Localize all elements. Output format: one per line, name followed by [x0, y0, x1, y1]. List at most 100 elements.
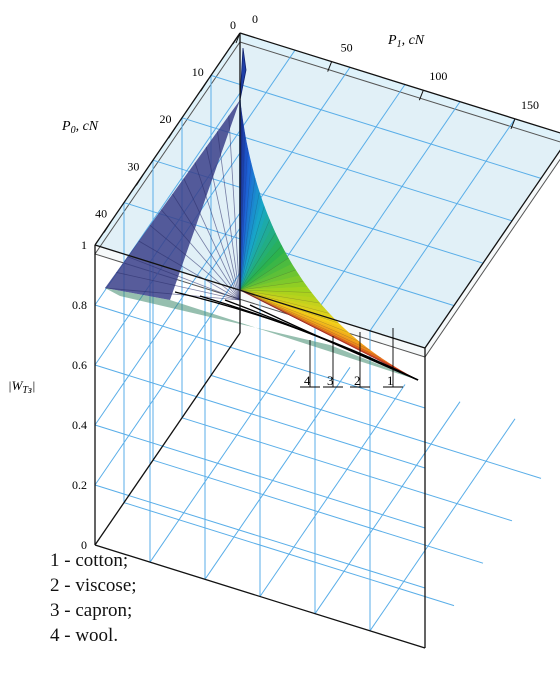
surface-mesh — [239, 289, 359, 342]
x-tick-mark — [418, 90, 424, 101]
y-tick-mark — [103, 221, 112, 233]
surface-mesh — [239, 289, 394, 367]
surface-mesh — [239, 269, 296, 291]
x-tick-mark — [327, 61, 333, 72]
surface-mesh — [239, 289, 329, 314]
grid-line — [369, 418, 516, 632]
curve-label: 4 — [304, 373, 311, 388]
grid-line — [94, 424, 426, 529]
surface-mesh — [239, 289, 406, 374]
curve-label: 2 — [354, 373, 361, 388]
material-curve — [249, 304, 419, 381]
surface-mesh — [239, 289, 370, 351]
grid-line — [94, 304, 426, 409]
box-edge — [94, 244, 426, 349]
grid-line — [181, 417, 513, 522]
x-tick-label: 50 — [341, 41, 353, 55]
y-tick-label: 10 — [192, 65, 204, 79]
surface-mesh — [239, 245, 282, 291]
y-tick-mark — [168, 126, 176, 139]
x-tick-label: 0 — [252, 12, 258, 26]
surface-mesh — [239, 257, 289, 291]
x-tick-mark — [510, 118, 516, 130]
z-tick-label: 0.2 — [72, 478, 87, 492]
surface-stripe — [138, 240, 241, 301]
surface-mesh — [239, 289, 320, 304]
surface-stripe — [116, 271, 241, 301]
surface-stripe — [172, 193, 241, 301]
grid-line — [314, 401, 461, 614]
z-tick-label: 0.6 — [72, 358, 87, 372]
surface-mesh — [239, 206, 265, 291]
box-edges — [94, 32, 560, 649]
surface-stripe — [217, 131, 241, 301]
surface-mesh — [239, 148, 248, 291]
surface-mesh — [239, 289, 419, 381]
grid-line — [204, 367, 351, 580]
box-edge — [94, 544, 426, 649]
surface-mesh — [239, 163, 252, 291]
grid-line — [123, 502, 455, 607]
y-tick-mark — [135, 174, 144, 186]
surface — [104, 47, 419, 381]
grid-line — [204, 67, 351, 280]
grid-line — [94, 364, 426, 469]
box-edge — [94, 332, 241, 546]
translucent-planes — [94, 33, 560, 358]
surface-mesh — [239, 289, 382, 359]
y-tick-mark — [200, 79, 209, 92]
z-tick-label: 0.8 — [72, 298, 87, 312]
grid-line — [210, 74, 542, 179]
legend-item-cotton: 1 - cotton; — [50, 550, 129, 571]
grid-line — [210, 374, 542, 479]
surface-sheet — [105, 288, 418, 380]
z-tick-label: 0 — [81, 538, 87, 552]
material-curve-labels: 4 3 2 1 — [300, 328, 403, 388]
x-axis-label: P1, cN — [387, 33, 425, 50]
grid-line — [94, 272, 241, 486]
surface-mesh — [239, 281, 304, 291]
y-tick-mark — [232, 32, 241, 45]
surface-stripe — [228, 115, 241, 301]
z-tick-label: 1 — [81, 238, 87, 252]
grid-line — [314, 101, 461, 314]
tick-labels: 0 50 100 150 0 10 20 30 40 0 0.2 0.4 0.6 0.8 1 — [72, 12, 539, 552]
box-edge — [94, 32, 241, 246]
legend-item-viscose: 2 - viscose; — [50, 575, 137, 596]
y-axis-label: P0, cN — [61, 119, 99, 136]
surface-mesh — [239, 289, 312, 293]
box-edge — [424, 149, 560, 349]
z-tick-label: 0.4 — [72, 418, 87, 432]
surface-stripe — [205, 146, 241, 301]
surface-stripe — [183, 178, 241, 301]
surface-stripe — [104, 287, 241, 301]
surface-mesh — [239, 178, 256, 291]
grid-line — [94, 484, 426, 589]
y-tick-label: 0 — [230, 18, 236, 32]
surface-mesh — [239, 233, 276, 291]
surface-mesh — [239, 132, 245, 291]
x-tick-label: 100 — [429, 69, 447, 83]
grid-line — [369, 118, 516, 332]
grid-line — [152, 459, 484, 564]
surface-stripe — [160, 209, 241, 301]
y-tick-label: 30 — [127, 159, 139, 173]
surface-stripe — [149, 225, 241, 301]
surface-stripe — [194, 162, 241, 301]
surface-stripe — [127, 256, 241, 301]
z-axis-label: |WTз| — [8, 378, 35, 396]
surface-flank — [105, 100, 240, 300]
surface-mesh — [239, 192, 260, 291]
legend-item-capron: 3 - capron; — [50, 600, 133, 621]
surface-mesh — [239, 219, 270, 291]
surface-spike — [239, 47, 247, 101]
curve-label: 1 — [387, 373, 394, 388]
legend-item-wool: 4 - wool. — [50, 625, 119, 646]
surface-mesh — [239, 289, 349, 333]
y-tick-label: 40 — [95, 206, 107, 220]
x-tick-label: 150 — [521, 98, 539, 112]
grid-line — [259, 384, 406, 597]
legend: 1 - cotton; 2 - viscose; 3 - capron; 4 -… — [50, 548, 137, 648]
y-tick-label: 20 — [160, 112, 172, 126]
